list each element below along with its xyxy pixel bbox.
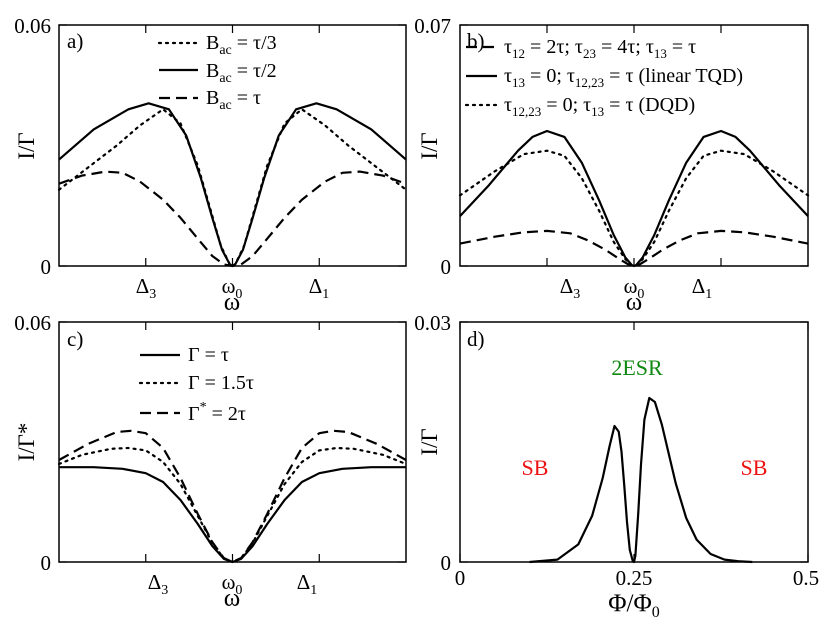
- y-axis-title-d: I/Γ: [417, 428, 442, 455]
- y-tick-top-d: 0.03: [414, 311, 451, 335]
- x-axis-title-d: Φ/Φ0: [608, 590, 660, 621]
- region-label-2esr: 2ESR: [611, 355, 663, 380]
- legend-label-1-c: Γ = τ: [188, 344, 229, 366]
- legend-label-1-a: Bac = τ/3: [206, 32, 277, 58]
- x-tick-delta3-b: Δ3: [560, 274, 581, 302]
- series-line-d-solid-0: [529, 396, 753, 564]
- legend-label-3-b: τ12,23 = 0; τ13 = τ (DQD): [504, 94, 695, 119]
- panel-label-b: b): [467, 29, 485, 53]
- series-line-c-dashed-2: [58, 429, 407, 564]
- x-tick-delta1-c: Δ1: [297, 570, 318, 598]
- legend-label-3-a: Bac = τ: [206, 87, 261, 113]
- legend-b: τ12 = 2τ; τ23 = 4τ; τ13 = τ τ13 = 0; τ12…: [464, 36, 743, 119]
- legend-label-3-c: Γ* = 2τ: [188, 400, 246, 425]
- panel-label-c: c): [67, 327, 83, 351]
- series-line-a-solid-1: [58, 102, 407, 268]
- series-line-a-dotted-0: [57, 108, 408, 268]
- region-label-sb-left: SB: [522, 455, 549, 480]
- y-axis-title-b: I/Γ: [417, 132, 442, 159]
- x-axis-title-a: ω: [224, 289, 240, 316]
- panel-label-a: a): [67, 29, 83, 53]
- y-tick-zero-c: 0: [41, 551, 52, 575]
- plot-frame-b: [459, 24, 809, 267]
- series-line-b-dashed-0: [459, 229, 809, 268]
- panel-label-d: d): [467, 327, 485, 351]
- series-line-a-dashed-2: [58, 170, 407, 268]
- x-tick-05-d: 0.5: [793, 566, 819, 590]
- x-tick-delta1-a: Δ1: [309, 274, 330, 302]
- panel-d: 0.03 0 I/Γ d) 0 0.25 0.5 Φ/Φ0 SB 2ESR SB: [414, 311, 819, 621]
- series-line-c-solid-0: [59, 466, 406, 564]
- legend-c: Γ = τ Γ = 1.5τ Γ* = 2τ: [138, 344, 254, 425]
- x-tick-delta3-c: Δ3: [148, 570, 169, 598]
- y-axis-title-a: I/Γ: [14, 132, 39, 159]
- y-tick-zero-a: 0: [41, 255, 52, 279]
- y-tick-top-b: 0.07: [414, 14, 451, 38]
- series-line-b-dotted-2: [458, 149, 810, 268]
- x-tick-delta1-b: Δ1: [692, 274, 713, 302]
- x-tick-025-d: 0.25: [616, 566, 653, 590]
- region-label-sb-right: SB: [741, 455, 768, 480]
- y-tick-zero-b: 0: [441, 255, 452, 279]
- series-line-c-dotted-1: [57, 446, 408, 564]
- x-tick-delta3-a: Δ3: [136, 274, 157, 302]
- y-tick-top-a: 0.06: [14, 14, 51, 38]
- x-axis-title-b: ω: [626, 289, 642, 316]
- y-axis-title-c: I/Γ*: [14, 423, 39, 462]
- series-line-b-solid-1: [459, 129, 809, 268]
- x-tick-0-d: 0: [455, 566, 466, 590]
- legend-label-2-c: Γ = 1.5τ: [188, 372, 254, 394]
- plot-frame-c: [58, 321, 407, 563]
- x-axis-title-c: ω: [224, 585, 240, 612]
- y-tick-top-c: 0.06: [14, 311, 51, 335]
- legend-label-1-b: τ12 = 2τ; τ23 = 4τ; τ13 = τ: [504, 36, 696, 61]
- legend-a: Bac = τ/3 Bac = τ/2 Bac = τ: [157, 32, 277, 113]
- legend-label-2-a: Bac = τ/2: [206, 60, 277, 86]
- legend-label-2-b: τ13 = 0; τ12,23 = τ (linear TQD): [504, 65, 743, 90]
- panel-c: 0.06 0 I/Γ* c) Δ3 ω0 Δ1 ω Γ = τ Γ = 1.5τ…: [14, 311, 408, 612]
- panel-a: 0.06 0 I/Γ a) Δ3 ω0 Δ1 ω Bac = τ/3 Bac =…: [14, 14, 408, 316]
- panel-b: 0.07 0 I/Γ b) Δ3 ω0 Δ1 ω τ12 = 2τ; τ23 =…: [414, 14, 810, 316]
- y-tick-zero-d: 0: [441, 551, 452, 575]
